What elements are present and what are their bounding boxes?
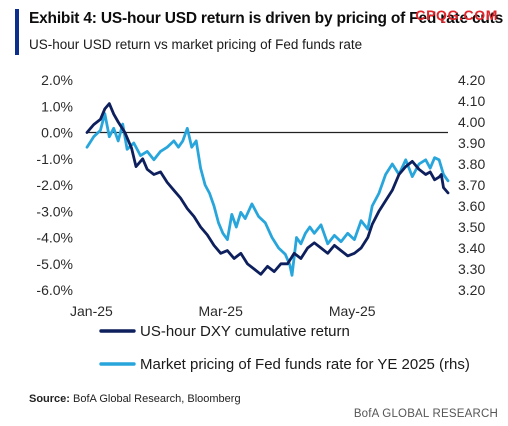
watermark: CPQG.COM bbox=[415, 7, 498, 23]
y-right-tick-label: 4.10 bbox=[458, 93, 485, 109]
source-label: Source: bbox=[29, 393, 70, 405]
y-right-tick-label: 3.30 bbox=[458, 261, 485, 277]
chart-title: Exhibit 4: US-hour USD return is driven … bbox=[29, 10, 504, 27]
source-text: BofA Global Research, Bloomberg bbox=[73, 393, 241, 405]
y-left-tick-label: -4.0% bbox=[36, 230, 73, 246]
series-line-dxy-return bbox=[85, 102, 450, 276]
chart-legend: US-hour DXY cumulative return Market pric… bbox=[99, 323, 470, 373]
y-left-tick-label: -6.0% bbox=[36, 282, 73, 298]
y-left-tick-label: 0.0% bbox=[41, 125, 73, 141]
legend-label: US-hour DXY cumulative return bbox=[140, 323, 350, 340]
x-tick-label: May-25 bbox=[329, 303, 376, 319]
y-left-tick-label: -1.0% bbox=[36, 151, 73, 167]
y-left-tick-label: 1.0% bbox=[41, 98, 73, 114]
legend-label: Market pricing of Fed funds rate for YE … bbox=[140, 356, 470, 373]
title-accent-bar bbox=[15, 9, 19, 55]
y-left-tick-label: -2.0% bbox=[36, 177, 73, 193]
y-right-tick-label: 3.20 bbox=[458, 282, 485, 298]
series-line-fed-pricing bbox=[85, 112, 450, 277]
source-note: Source: BofA Global Research, Bloomberg bbox=[29, 393, 241, 405]
x-tick-label: Jan-25 bbox=[70, 303, 113, 319]
y-left-tick-label: -3.0% bbox=[36, 203, 73, 219]
footer-brand: BofA GLOBAL RESEARCH bbox=[353, 408, 498, 420]
y-right-tick-label: 3.90 bbox=[458, 135, 485, 151]
y-right-tick-label: 3.80 bbox=[458, 156, 485, 172]
y-right-tick-label: 3.60 bbox=[458, 198, 485, 214]
line-chart: 2.0% 1.0% 0.0% -1.0% -2.0% -3.0% -4.0% -5.0% -6.… bbox=[36, 72, 485, 373]
x-tick-label: Mar-25 bbox=[199, 303, 244, 319]
chart-subtitle: US-hour USD return vs market pricing of … bbox=[29, 37, 363, 52]
y-right-tick-label: 3.40 bbox=[458, 240, 485, 256]
y-right-tick-label: 4.20 bbox=[458, 72, 485, 88]
y-right-tick-label: 3.50 bbox=[458, 219, 485, 235]
y-right-tick-label: 3.70 bbox=[458, 177, 485, 193]
y-left-tick-label: -5.0% bbox=[36, 256, 73, 272]
plot-area: 2.0% 1.0% 0.0% -1.0% -2.0% -3.0% -4.0% -5.0% -6.… bbox=[36, 72, 485, 319]
y-left-tick-label: 2.0% bbox=[41, 72, 73, 88]
y-right-tick-label: 4.00 bbox=[458, 114, 485, 130]
